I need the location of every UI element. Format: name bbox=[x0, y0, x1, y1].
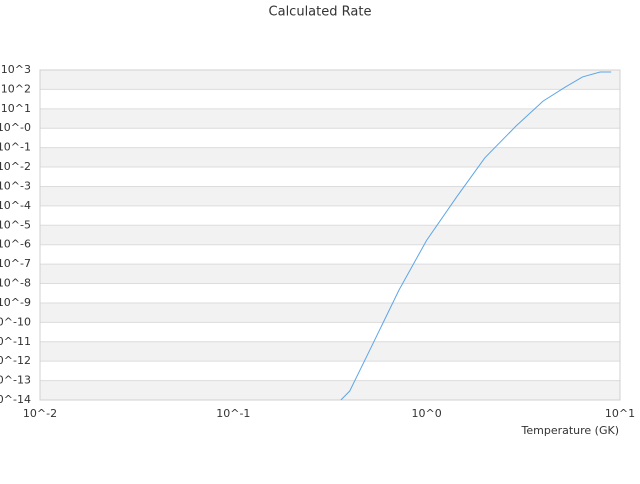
y-tick-label: 10^2 bbox=[1, 82, 31, 95]
y-tick-label: 10^-4 bbox=[0, 199, 31, 212]
grid-band bbox=[40, 341, 620, 362]
y-tick-label: 10^-7 bbox=[0, 257, 31, 270]
x-tick-label: 10^-1 bbox=[216, 407, 250, 420]
y-tick-label: 10^1 bbox=[1, 102, 31, 115]
grid-band bbox=[40, 225, 620, 245]
y-tick-label: 10^-5 bbox=[0, 218, 31, 231]
y-tick-label: 10^-10 bbox=[0, 315, 31, 328]
y-tick-label: 10^-2 bbox=[0, 160, 31, 173]
plot-frame bbox=[39, 69, 621, 401]
grid-band bbox=[40, 147, 620, 168]
x-tick-label: 10^-2 bbox=[23, 407, 57, 420]
y-tick-label: 10^-0 bbox=[0, 121, 31, 134]
y-tick-label: 10^-3 bbox=[0, 179, 31, 192]
grid-band bbox=[40, 302, 620, 323]
x-axis-label: Temperature (GK) bbox=[521, 424, 620, 437]
y-tick-label: 10^-6 bbox=[0, 238, 31, 251]
grid-band bbox=[40, 380, 620, 400]
x-tick-label: 10^0 bbox=[412, 407, 442, 420]
y-tick-label: 10^-9 bbox=[0, 296, 31, 309]
y-tick-label: 10^-14 bbox=[0, 393, 31, 406]
y-tick-label: 10^-1 bbox=[0, 141, 31, 154]
y-tick-label: 10^-13 bbox=[0, 374, 31, 387]
chart-title: Calculated Rate bbox=[269, 5, 372, 20]
y-tick-label: 10^-8 bbox=[0, 277, 31, 290]
y-tick-label: 10^-11 bbox=[0, 335, 31, 348]
grid-band bbox=[40, 264, 620, 284]
y-tick-label: 10^-12 bbox=[0, 354, 31, 367]
y-tick-label: 10^3 bbox=[1, 63, 31, 76]
data-line bbox=[340, 71, 612, 400]
x-tick-label: 10^1 bbox=[605, 407, 635, 420]
grid-band bbox=[40, 186, 620, 206]
grid-band bbox=[40, 108, 620, 129]
grid-band bbox=[40, 70, 620, 90]
